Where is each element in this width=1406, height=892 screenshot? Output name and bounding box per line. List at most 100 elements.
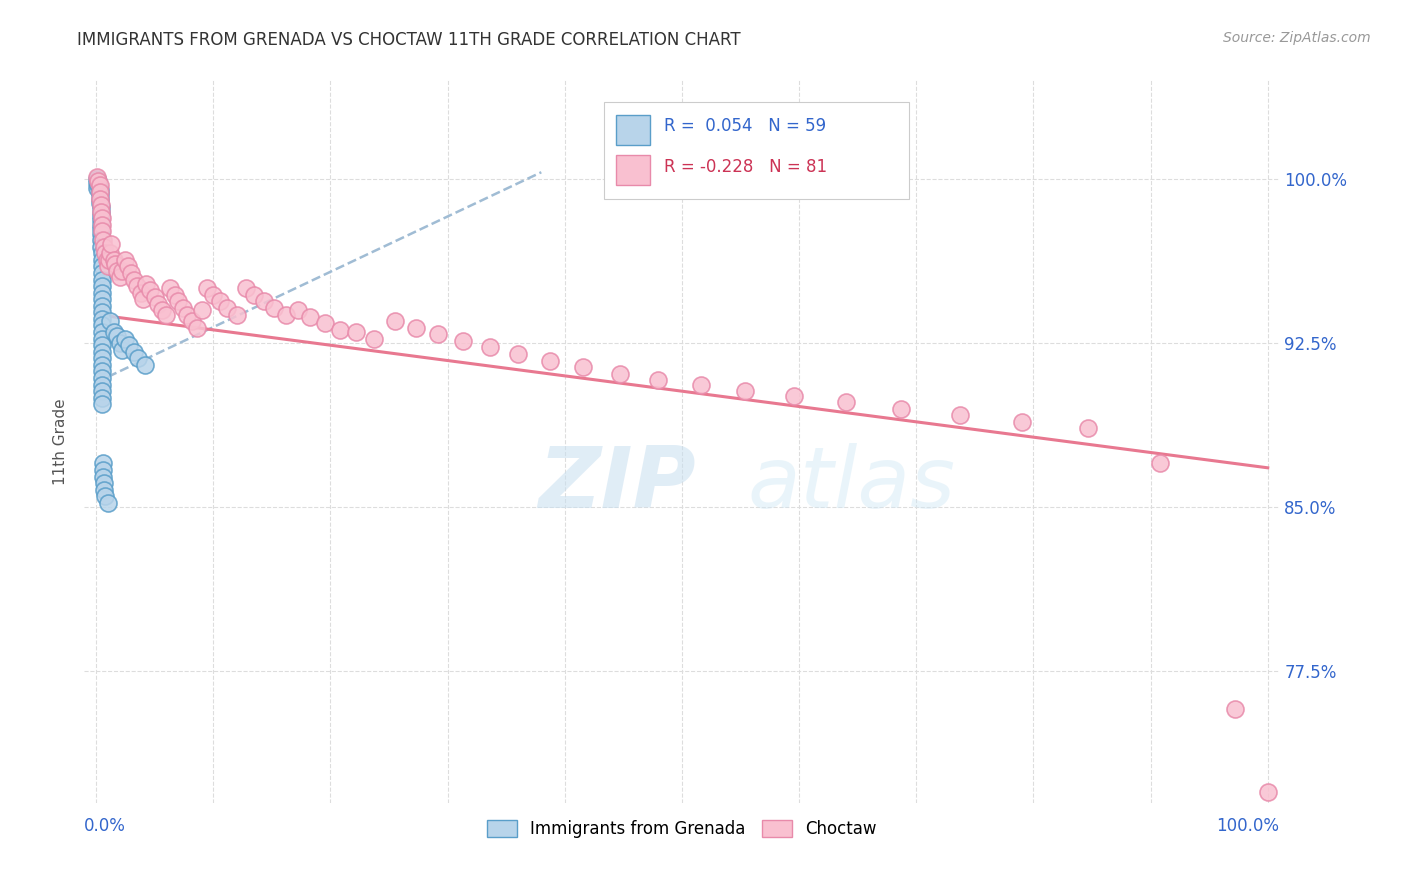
Point	[94, 246, 117, 260]
Point	[114, 332, 136, 346]
Point	[287, 303, 309, 318]
Point	[111, 264, 134, 278]
Point	[1011, 415, 1033, 429]
Point	[609, 367, 631, 381]
Point	[90, 222, 112, 236]
Point	[506, 347, 529, 361]
Point	[427, 327, 450, 342]
Point	[344, 325, 367, 339]
Point	[93, 476, 115, 491]
Point	[538, 353, 561, 368]
Point	[87, 178, 110, 193]
Point	[122, 344, 145, 359]
Point	[90, 266, 114, 280]
Point	[1223, 701, 1246, 715]
Point	[90, 391, 114, 405]
Point	[139, 284, 162, 298]
Point	[90, 213, 112, 227]
FancyBboxPatch shape	[605, 102, 910, 200]
Point	[91, 233, 114, 247]
Point	[87, 174, 110, 188]
Point	[217, 301, 239, 315]
Point	[90, 364, 114, 378]
Point	[363, 332, 385, 346]
Point	[111, 343, 134, 357]
Point	[90, 218, 114, 232]
Point	[86, 169, 108, 184]
Point	[190, 303, 212, 318]
Point	[93, 240, 115, 254]
Point	[90, 246, 114, 260]
Point	[98, 252, 120, 267]
Point	[783, 388, 806, 402]
Point	[90, 384, 114, 399]
Point	[97, 260, 120, 274]
Point	[103, 252, 125, 267]
Text: ZIP: ZIP	[538, 443, 696, 526]
Point	[253, 294, 276, 309]
Text: 100.0%: 100.0%	[1216, 817, 1279, 835]
Point	[225, 308, 247, 322]
Point	[127, 279, 149, 293]
Point	[163, 288, 186, 302]
Point	[689, 377, 711, 392]
Point	[143, 290, 166, 304]
Point	[329, 323, 352, 337]
Point	[150, 303, 173, 318]
Point	[159, 281, 181, 295]
Point	[90, 397, 114, 411]
Point	[90, 260, 114, 274]
Point	[835, 395, 858, 409]
Point	[90, 218, 112, 232]
Point	[135, 277, 157, 291]
Point	[90, 299, 114, 313]
Point	[90, 344, 114, 359]
Point	[384, 314, 406, 328]
Point	[451, 334, 474, 348]
Point	[89, 187, 111, 202]
Point	[243, 288, 266, 302]
Point	[90, 204, 112, 219]
FancyBboxPatch shape	[616, 115, 650, 145]
Point	[202, 288, 225, 302]
Point	[90, 318, 114, 333]
Point	[94, 489, 117, 503]
Point	[90, 224, 114, 238]
Point	[90, 377, 114, 392]
Point	[647, 373, 669, 387]
FancyBboxPatch shape	[616, 154, 650, 185]
Point	[167, 294, 190, 309]
Point	[235, 281, 257, 295]
Point	[89, 195, 111, 210]
Y-axis label: 11th Grade: 11th Grade	[53, 398, 69, 485]
Point	[209, 294, 232, 309]
Point	[118, 338, 141, 352]
Point	[197, 281, 219, 295]
Point	[100, 237, 122, 252]
Point	[103, 325, 125, 339]
Point	[176, 308, 198, 322]
Point	[89, 192, 111, 206]
Point	[155, 308, 177, 322]
Point	[90, 252, 114, 267]
Point	[117, 260, 139, 274]
Point	[90, 338, 114, 352]
Point	[114, 252, 136, 267]
Point	[90, 227, 112, 241]
Text: Source: ZipAtlas.com: Source: ZipAtlas.com	[1223, 31, 1371, 45]
Text: R = -0.228   N = 81: R = -0.228 N = 81	[664, 158, 827, 176]
Point	[134, 358, 156, 372]
Text: R =  0.054   N = 59: R = 0.054 N = 59	[664, 117, 827, 135]
Point	[90, 272, 114, 286]
Point	[86, 180, 108, 194]
Point	[890, 401, 912, 416]
Point	[90, 285, 114, 300]
Point	[91, 463, 114, 477]
Point	[148, 296, 170, 310]
Point	[1257, 785, 1279, 799]
Point	[87, 174, 110, 188]
Point	[91, 457, 114, 471]
Point	[90, 351, 114, 366]
Point	[1077, 421, 1099, 435]
Point	[89, 178, 111, 193]
